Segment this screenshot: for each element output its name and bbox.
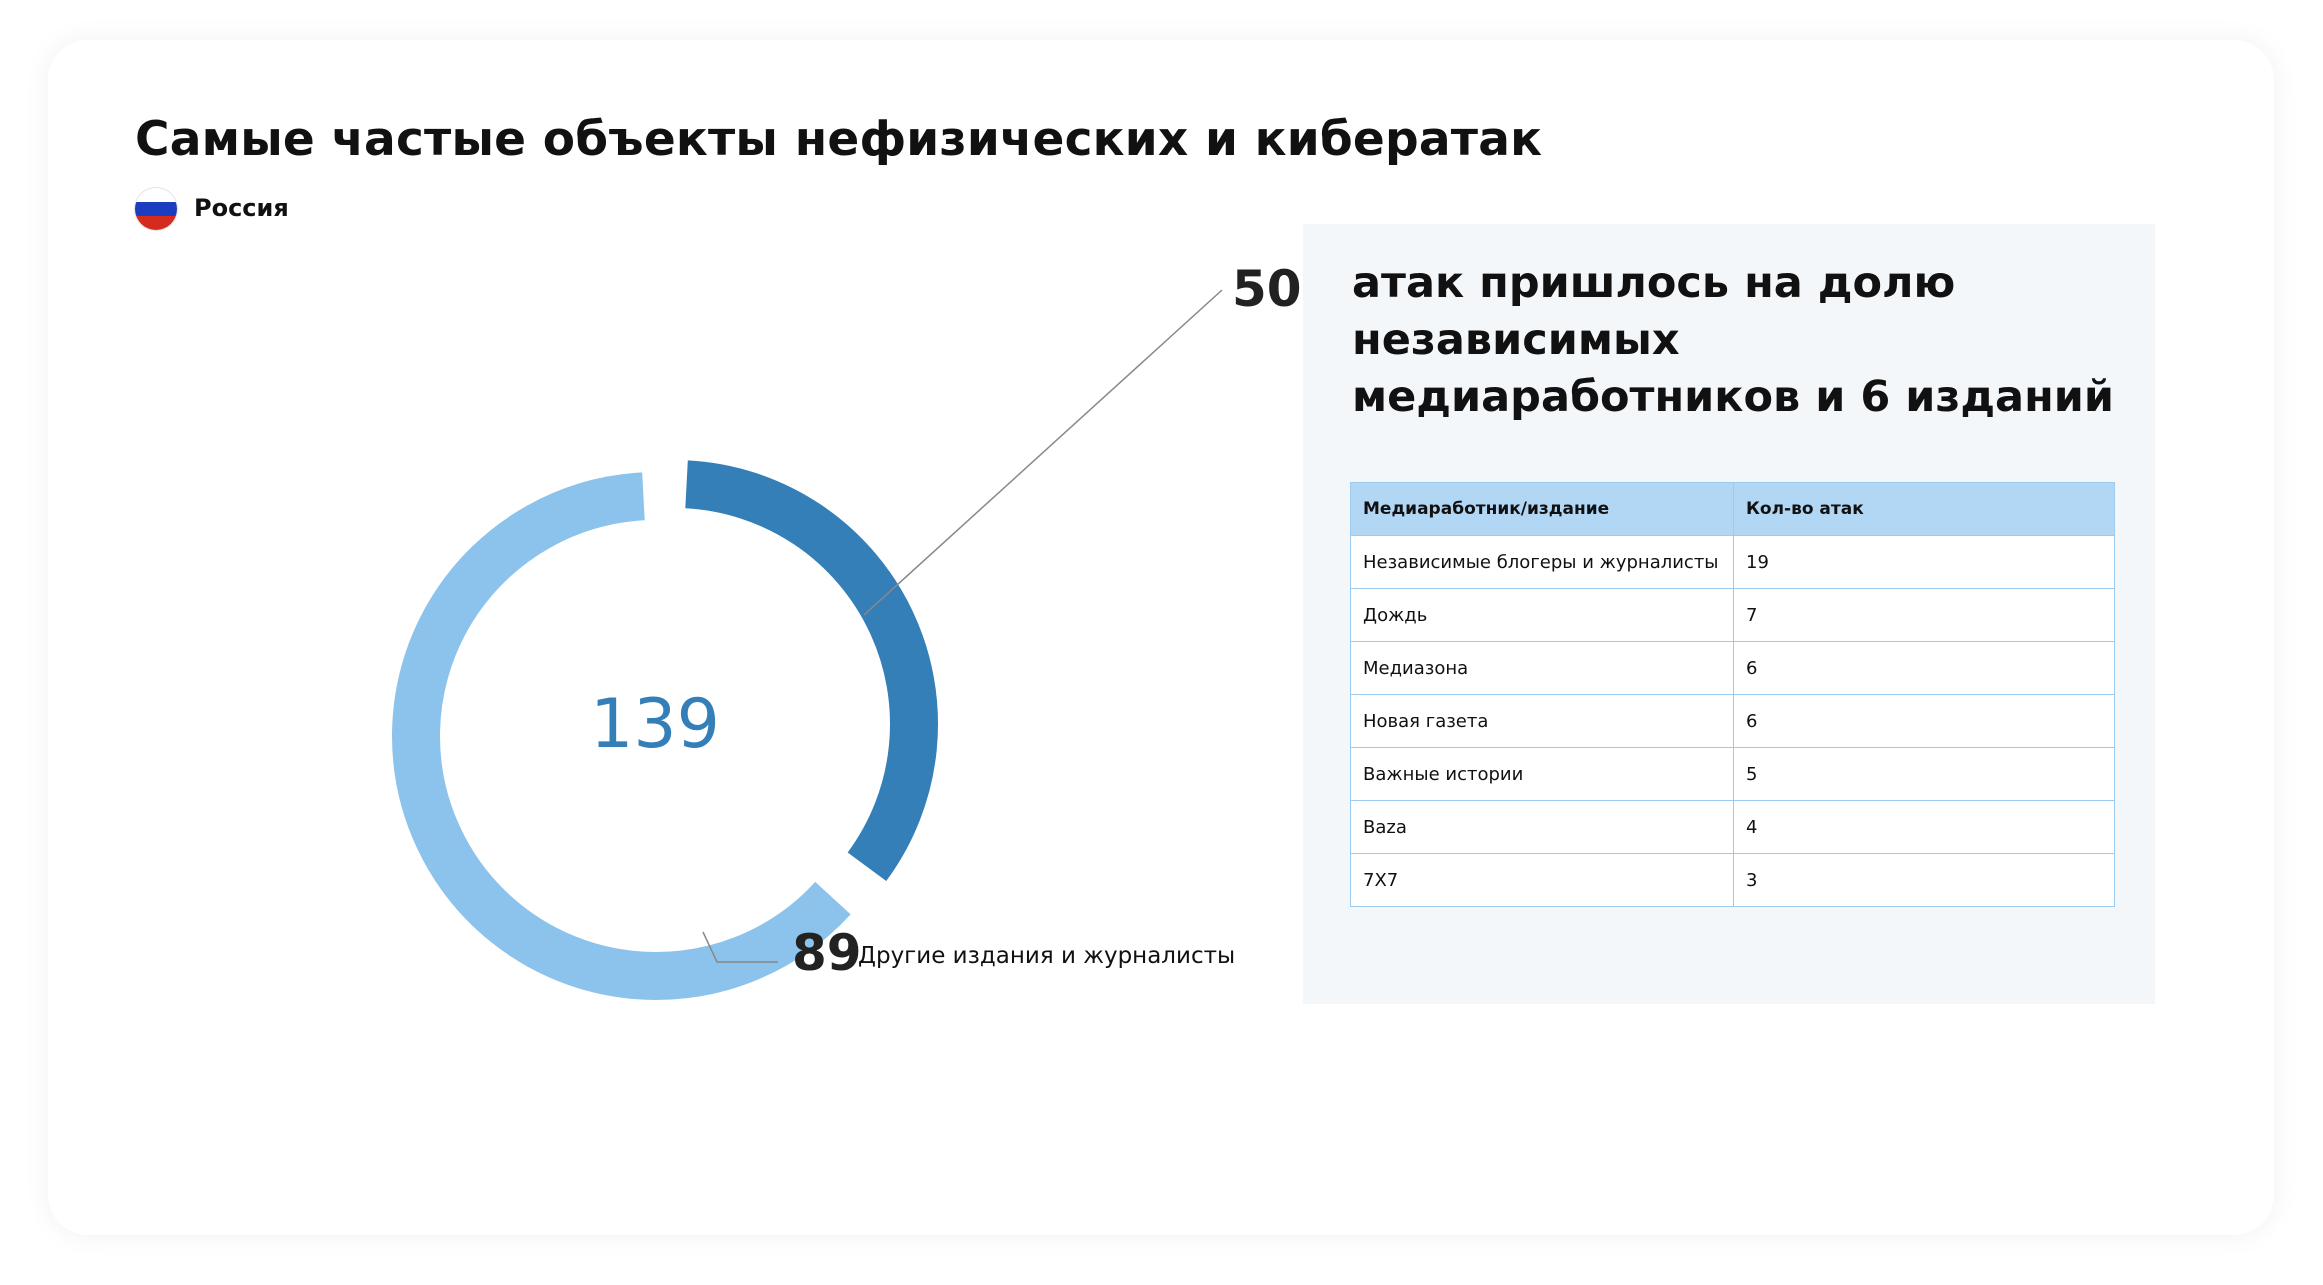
attacks-table: Медиаработник/издание Кол-во атак Незави…	[1350, 482, 2115, 907]
donut-slice-value-primary: 50	[1232, 260, 1302, 318]
table-header-outlet: Медиаработник/издание	[1350, 482, 1734, 536]
table-cell-outlet: Новая газета	[1350, 694, 1734, 748]
table-cell-outlet: Baza	[1350, 800, 1734, 854]
table-row: Важные истории 5	[1350, 747, 2115, 801]
donut-slice-label-secondary: Другие издания и журналисты	[858, 943, 1236, 969]
table-cell-count: 4	[1733, 800, 2115, 854]
panel-headline: атак пришлось на долю независимых медиар…	[1352, 258, 2115, 422]
table-cell-count: 6	[1733, 641, 2115, 695]
flag-stripe-blue	[135, 202, 177, 216]
table-cell-count: 3	[1733, 853, 2115, 907]
table-cell-count: 19	[1733, 535, 2115, 589]
table-row: Новая газета 6	[1350, 694, 2115, 748]
table-row: Baza 4	[1350, 800, 2115, 854]
leader-line-secondary	[702, 931, 778, 963]
table-row: Дождь 7	[1350, 588, 2115, 642]
flag-stripe-white	[135, 188, 177, 202]
table-cell-count: 6	[1733, 694, 2115, 748]
donut-slice-primary	[685, 460, 938, 881]
table-row: Независимые блогеры и журналисты 19	[1350, 535, 2115, 589]
flag-stripe-red	[135, 216, 177, 230]
table-row: Медиазона 6	[1350, 641, 2115, 695]
table-cell-outlet: Дождь	[1350, 588, 1734, 642]
table-header-count: Кол-во атак	[1733, 482, 2115, 536]
table-cell-outlet: Важные истории	[1350, 747, 1734, 801]
donut-total-value: 139	[590, 685, 720, 764]
page-title: Самые частые объекты нефизических и кибе…	[135, 112, 1543, 167]
country-label: Россия	[194, 194, 289, 222]
table-header-row: Медиаработник/издание Кол-во атак	[1350, 482, 2115, 536]
table-cell-count: 5	[1733, 747, 2115, 801]
donut-slice-secondary	[392, 472, 851, 1000]
table-cell-outlet: 7X7	[1350, 853, 1734, 907]
russia-flag-icon	[135, 188, 177, 230]
leader-line-primary	[863, 289, 1223, 616]
donut-slice-value-secondary: 89	[792, 924, 862, 982]
table-row: 7X7 3	[1350, 853, 2115, 907]
table-cell-count: 7	[1733, 588, 2115, 642]
table-cell-outlet: Медиазона	[1350, 641, 1734, 695]
table-cell-outlet: Независимые блогеры и журналисты	[1350, 535, 1734, 589]
